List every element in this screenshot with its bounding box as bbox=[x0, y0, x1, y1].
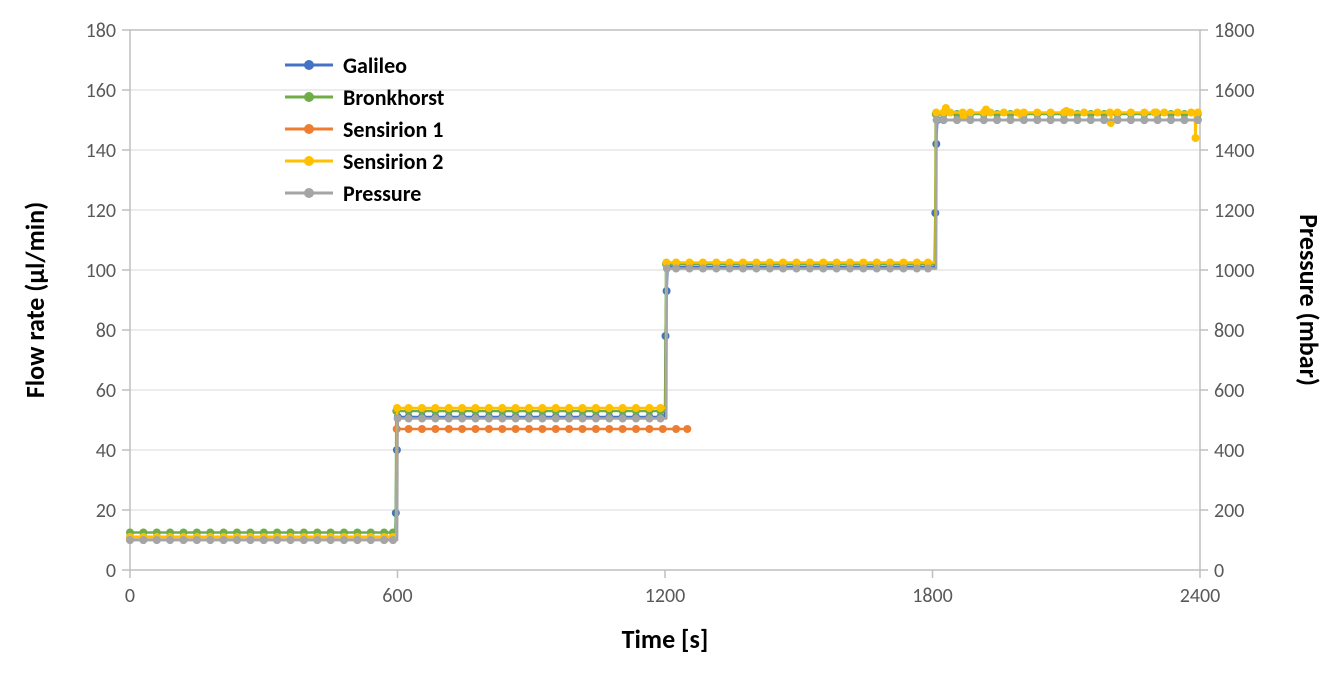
y-left-tick-label: 120 bbox=[86, 199, 116, 223]
legend-marker-bronkhorst bbox=[304, 92, 314, 102]
y-left-axis-title: Flow rate (µl/min) bbox=[19, 202, 51, 398]
y-right-tick-label: 1800 bbox=[1214, 19, 1255, 43]
y-left-tick-label: 0 bbox=[106, 559, 116, 583]
y-right-tick-label: 200 bbox=[1214, 499, 1244, 523]
y-right-tick-label: 0 bbox=[1214, 559, 1224, 583]
y-left-tick-label: 20 bbox=[96, 499, 116, 523]
y-left-tick-label: 180 bbox=[86, 19, 116, 43]
x-tick-label: 0 bbox=[125, 584, 135, 608]
x-tick-label: 2400 bbox=[1180, 584, 1221, 608]
y-left-tick-label: 100 bbox=[86, 259, 116, 283]
y-right-tick-label: 1600 bbox=[1214, 79, 1255, 103]
y-right-tick-label: 800 bbox=[1214, 319, 1244, 343]
y-left-tick-label: 140 bbox=[86, 139, 116, 163]
y-left-tick-label: 160 bbox=[86, 79, 116, 103]
x-tick-label: 1800 bbox=[912, 584, 953, 608]
legend-label-pressure: Pressure bbox=[343, 180, 421, 207]
y-right-tick-label: 1400 bbox=[1214, 139, 1255, 163]
legend-label-sensirion-2: Sensirion 2 bbox=[343, 148, 443, 175]
legend-label-bronkhorst: Bronkhorst bbox=[343, 84, 445, 111]
y-left-tick-label: 40 bbox=[96, 439, 116, 463]
y-left-tick-label: 80 bbox=[96, 319, 116, 343]
y-left-tick-label: 60 bbox=[96, 379, 116, 403]
legend-marker-pressure bbox=[304, 188, 314, 198]
legend-label-sensirion-1: Sensirion 1 bbox=[343, 116, 443, 143]
x-tick-label: 600 bbox=[382, 584, 412, 608]
x-tick-label: 1200 bbox=[645, 584, 686, 608]
y-right-axis-title: Pressure (mbar) bbox=[1293, 214, 1325, 386]
legend-label-galileo: Galileo bbox=[343, 52, 407, 79]
y-right-tick-label: 1200 bbox=[1214, 199, 1255, 223]
y-right-tick-label: 400 bbox=[1214, 439, 1244, 463]
flow-pressure-chart: 0600120018002400020406080100120140160180… bbox=[0, 0, 1330, 698]
legend-marker-galileo bbox=[304, 60, 314, 70]
y-right-tick-label: 1000 bbox=[1214, 259, 1255, 283]
chart-svg: 0600120018002400020406080100120140160180… bbox=[0, 0, 1330, 698]
legend-marker-sensirion-2 bbox=[304, 156, 314, 166]
y-right-tick-label: 600 bbox=[1214, 379, 1244, 403]
x-axis-title: Time [s] bbox=[622, 623, 709, 655]
legend-marker-sensirion-1 bbox=[304, 124, 314, 134]
